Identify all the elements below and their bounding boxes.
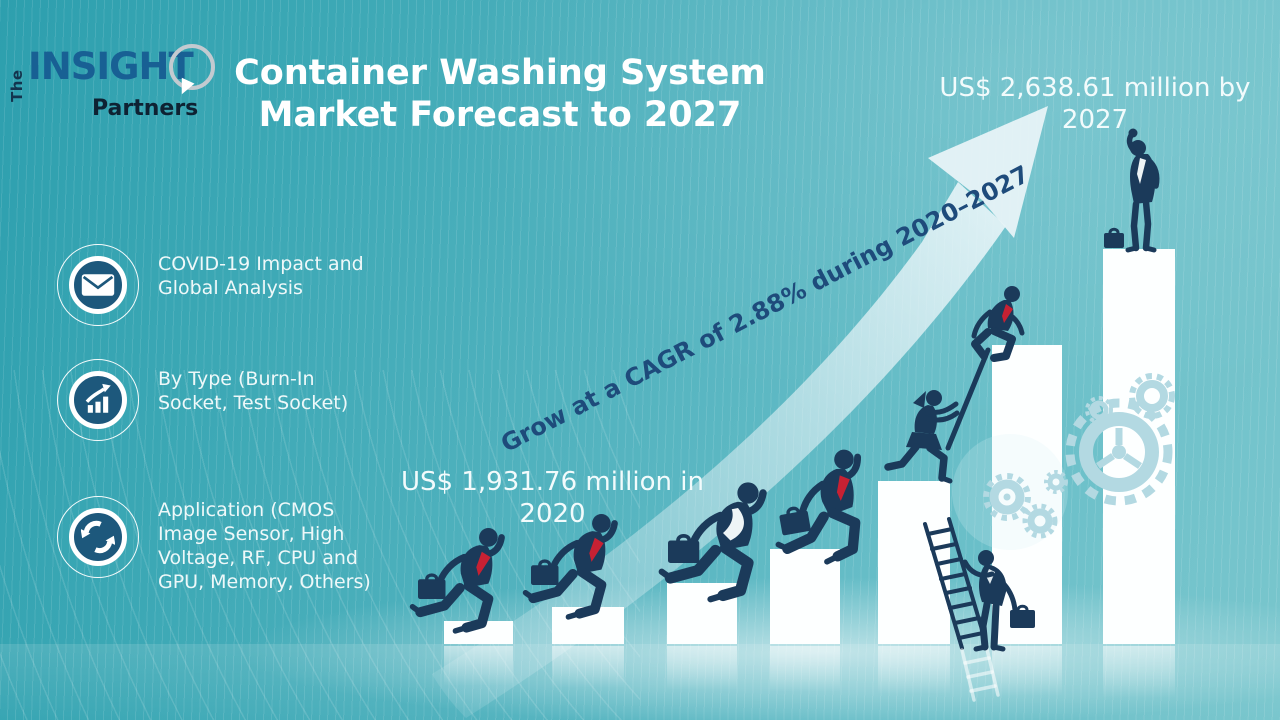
brand-logo: The INSIGHT Partners xyxy=(6,44,226,144)
bar-reflections xyxy=(444,646,1175,698)
highlight-application-label: Application (CMOS Image Sensor, High Vol… xyxy=(158,499,371,593)
red-tie xyxy=(476,551,491,576)
bar-4 xyxy=(770,549,840,644)
title-line-1: Container Washing System xyxy=(234,53,766,93)
red-tie xyxy=(1002,304,1013,323)
sync-arrows-icon xyxy=(69,508,127,566)
white-tie xyxy=(723,508,744,541)
red-tie xyxy=(836,475,850,501)
base-2020-line-1: US$ 1,931.76 million in xyxy=(401,467,704,497)
highlight-badge-type xyxy=(57,359,139,441)
envelope-icon xyxy=(69,256,127,314)
ladder-reflection xyxy=(960,643,1000,702)
highlight-badge-covid xyxy=(57,244,139,326)
floor-band xyxy=(0,644,1280,720)
ladder xyxy=(923,517,988,650)
businessman-runner-3 xyxy=(662,482,763,599)
magnifier-icon xyxy=(169,44,215,90)
gears-decoration xyxy=(952,373,1175,550)
businessman-runner-1 xyxy=(413,528,502,631)
logo-the-text: The xyxy=(8,69,26,102)
red-tie xyxy=(589,537,604,562)
businessman-runner-4 xyxy=(764,447,874,569)
briefcase-on-bar xyxy=(1104,227,1124,248)
forecast-2027-line-2: 2027 xyxy=(1061,105,1129,135)
title-line-2: Market Forecast to 2027 xyxy=(258,95,742,135)
businesswoman-climber xyxy=(884,390,960,484)
highlight-type-label: By Type (Burn-In Socket, Test Socket) xyxy=(158,368,349,414)
highlight-badge-application xyxy=(57,496,139,578)
logo-insight-text: INSIGHT xyxy=(28,45,194,88)
page-title: Container Washing System Market Forecast… xyxy=(190,52,810,136)
base-2020-value: US$ 1,931.76 million in 2020 xyxy=(385,466,720,530)
growth-chart-icon xyxy=(69,371,127,429)
forecast-2027-line-1: US$ 2,638.61 million by xyxy=(939,73,1251,103)
businessman-climbing-bar xyxy=(971,286,1025,362)
forecast-2027-value: US$ 2,638.61 million by 2027 xyxy=(905,72,1280,136)
gear-icon xyxy=(1065,398,1173,506)
growth-arrow xyxy=(432,106,1048,718)
businessman-on-top xyxy=(1125,128,1160,253)
businessman-holding-ladder xyxy=(962,550,1035,652)
gear-icon xyxy=(1085,396,1113,424)
base-2020-line-2: 2020 xyxy=(519,499,586,529)
white-tie xyxy=(1137,158,1146,184)
logo-partners-text: Partners xyxy=(92,96,199,121)
businessman-runner-2 xyxy=(526,514,615,617)
gear-icon xyxy=(1129,373,1175,419)
gear-icon xyxy=(983,473,1031,521)
highlight-covid-label: COVID-19 Impact and Global Analysis xyxy=(158,253,364,299)
gear-icon xyxy=(1044,470,1068,494)
climbing-pole xyxy=(945,347,991,451)
gear-icon xyxy=(1022,503,1058,539)
